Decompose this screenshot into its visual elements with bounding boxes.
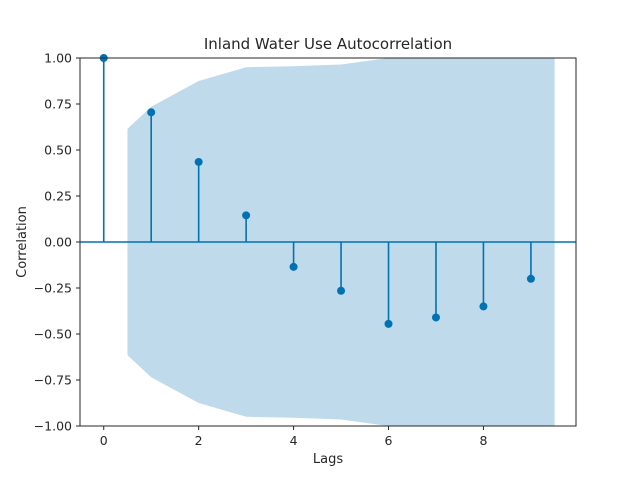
- chart-title: Inland Water Use Autocorrelation: [204, 35, 452, 53]
- marker-lag-5: [337, 286, 346, 295]
- y-tick-label: −0.25: [34, 281, 72, 296]
- x-tick-label: 4: [290, 433, 298, 448]
- marker-lag-8: [479, 302, 488, 311]
- plot-area: [80, 54, 576, 426]
- y-tick-label: −0.50: [34, 327, 72, 342]
- x-tick-label: 2: [195, 433, 203, 448]
- marker-lag-9: [526, 274, 535, 283]
- marker-lag-4: [289, 262, 298, 271]
- y-tick-label: −1.00: [34, 419, 72, 434]
- marker-lag-6: [384, 319, 393, 328]
- y-tick-label: −0.75: [34, 373, 72, 388]
- axes: 0 2 4 6 8 −1.00 −0.75 −0.50 −0.25 0.00 0.25 0.50 0.7…: [34, 51, 577, 448]
- marker-lag-2: [194, 157, 203, 166]
- x-tick-label: 8: [479, 433, 487, 448]
- x-tick-label: 0: [100, 433, 108, 448]
- y-tick-label: 0.25: [44, 189, 72, 204]
- x-axis-label: Lags: [313, 452, 343, 467]
- x-tick-label: 6: [385, 433, 393, 448]
- marker-lag-7: [431, 313, 440, 322]
- y-axis-label: Correlation: [15, 206, 30, 278]
- y-tick-label: 0.00: [44, 235, 72, 250]
- y-tick-label: 1.00: [44, 51, 72, 66]
- marker-lag-3: [242, 211, 251, 220]
- y-tick-label: 0.75: [44, 97, 72, 112]
- marker-lag-1: [147, 108, 156, 117]
- y-tick-label: 0.50: [44, 143, 72, 158]
